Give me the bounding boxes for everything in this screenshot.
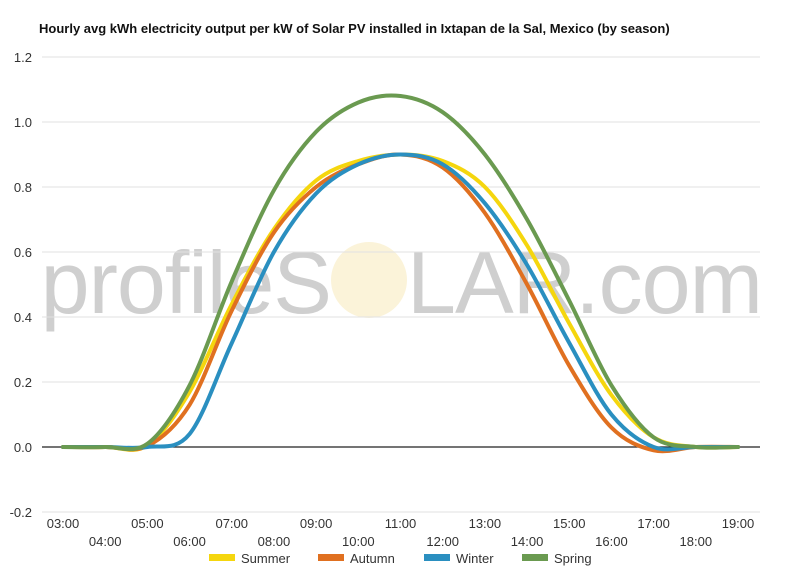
y-tick-label-2: 0.2 (14, 375, 32, 390)
watermark-text-right: LAR.com (407, 233, 762, 332)
y-tick-label-3: 0.4 (14, 310, 32, 325)
x-tick-label-9: 12:00 (426, 534, 459, 549)
series-line-spring (61, 93, 740, 452)
chart-title: Hourly avg kWh electricity output per kW… (39, 21, 670, 36)
y-tick-label-4: 0.6 (14, 245, 32, 260)
y-tick-label-7: 1.2 (14, 50, 32, 65)
y-tick-label-6: 1.0 (14, 115, 32, 130)
y-tick-label-5: 0.8 (14, 180, 32, 195)
legend-label-autumn: Autumn (350, 551, 395, 566)
watermark-sun-icon (331, 242, 407, 318)
legend-label-spring: Spring (554, 551, 592, 566)
y-tick-label-1: 0.0 (14, 440, 32, 455)
x-tick-label-6: 09:00 (300, 516, 333, 531)
x-tick-label-0: 03:00 (47, 516, 80, 531)
grid (42, 56, 760, 513)
legend-swatch-summer (209, 554, 235, 561)
legend-swatch-spring (522, 554, 548, 561)
x-tick-label-8: 11:00 (385, 516, 417, 531)
x-tick-label-4: 07:00 (215, 516, 248, 531)
legend-swatch-winter (424, 554, 450, 561)
x-tick-label-10: 13:00 (469, 516, 502, 531)
legend-label-summer: Summer (241, 551, 291, 566)
x-tick-label-3: 06:00 (173, 534, 206, 549)
x-tick-label-12: 15:00 (553, 516, 586, 531)
x-tick-label-7: 10:00 (342, 534, 375, 549)
y-tick-label-0: -0.2 (10, 505, 32, 520)
series-group (61, 93, 740, 454)
x-tick-label-2: 05:00 (131, 516, 164, 531)
x-tick-label-1: 04:00 (89, 534, 122, 549)
y-axis-ticks: -0.2 0.0 0.2 0.4 0.6 0.8 1.0 1.2 (10, 50, 32, 520)
x-tick-label-5: 08:00 (258, 534, 291, 549)
x-tick-label-14: 17:00 (637, 516, 670, 531)
legend: Summer Autumn Winter Spring (209, 551, 592, 566)
watermark: profileS LAR.com (41, 233, 763, 332)
x-tick-label-13: 16:00 (595, 534, 628, 549)
x-tick-label-11: 14:00 (511, 534, 544, 549)
x-tick-label-16: 19:00 (722, 516, 755, 531)
x-tick-label-15: 18:00 (680, 534, 713, 549)
legend-swatch-autumn (318, 554, 344, 561)
x-axis-ticks: 03:00 04:00 05:00 06:00 07:00 08:00 09:00 10:00… (47, 516, 755, 549)
series-line-winter (61, 152, 740, 452)
watermark-text-left: profileS (41, 233, 331, 332)
legend-label-winter: Winter (456, 551, 494, 566)
